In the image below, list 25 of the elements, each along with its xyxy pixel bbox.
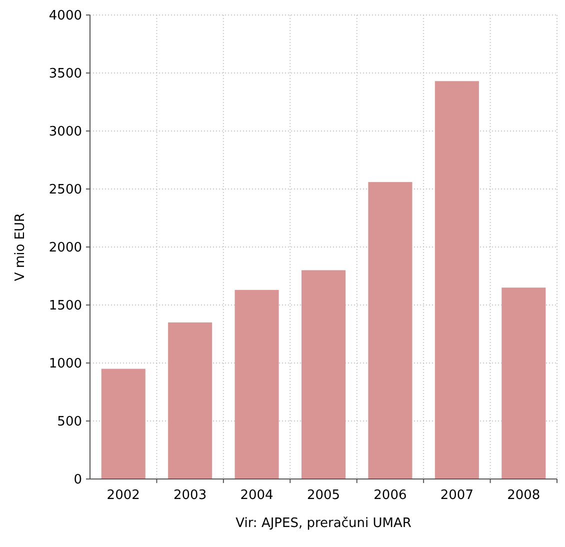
y-tick-label: 2000 bbox=[48, 240, 82, 256]
y-tick-label: 1500 bbox=[48, 298, 82, 314]
bar bbox=[502, 288, 546, 479]
bar bbox=[101, 368, 146, 479]
x-tick-label: 2008 bbox=[507, 488, 540, 503]
y-tick-label: 4000 bbox=[48, 8, 82, 24]
y-tick-label: 1000 bbox=[48, 356, 82, 372]
x-tick-label: 2002 bbox=[106, 488, 140, 503]
x-tick-label: 2006 bbox=[374, 488, 407, 503]
text: Vir: AJPES, preračuni UMAR bbox=[236, 516, 412, 531]
bar bbox=[434, 81, 479, 479]
x-tick-label: 2004 bbox=[240, 488, 274, 503]
y-axis-title: V mio EUR bbox=[13, 212, 28, 282]
bar bbox=[168, 322, 212, 479]
x-tick-label: 2005 bbox=[306, 488, 340, 503]
y-tick-label: 0 bbox=[74, 472, 82, 488]
x-tick-label: 2003 bbox=[174, 488, 207, 503]
y-tick-label: 3500 bbox=[48, 66, 82, 82]
bar bbox=[301, 270, 346, 479]
y-tick-label: 500 bbox=[57, 414, 82, 430]
y-tick-label: 3000 bbox=[48, 124, 82, 140]
y-tick-label: 2500 bbox=[48, 182, 82, 198]
bar bbox=[234, 290, 279, 479]
bar bbox=[368, 182, 412, 479]
x-tick-label: 2007 bbox=[440, 488, 474, 503]
